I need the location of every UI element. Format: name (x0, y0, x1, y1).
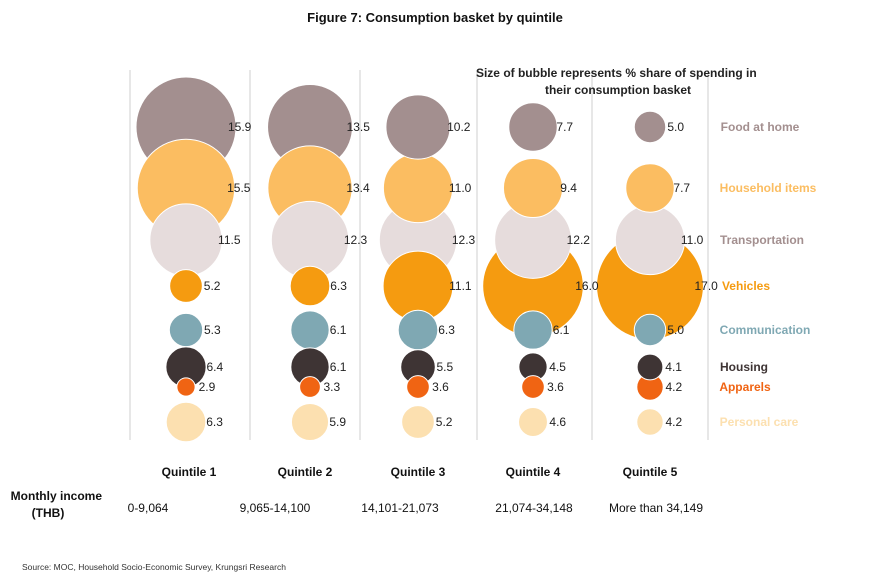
quintile-label-4: Quintile 4 (506, 465, 561, 479)
bubble-communication-q3 (397, 309, 439, 351)
bubble-food-at-home-q3 (385, 94, 451, 160)
bubble-communication-q5 (633, 313, 667, 347)
quintile-label-3: Quintile 3 (391, 465, 446, 479)
bubble-vehicles-q2 (289, 265, 331, 307)
value-label-household-items-q5: 7.7 (673, 181, 690, 195)
value-label-apparels-q3: 3.6 (432, 380, 449, 394)
bubble-personal-care-q5 (636, 408, 664, 436)
value-label-transportation-q2: 12.3 (344, 233, 368, 247)
bubble-transportation-q1 (149, 203, 223, 277)
value-label-personal-care-q5: 4.2 (666, 415, 683, 429)
legend-vehicles: Vehicles (722, 279, 770, 293)
income-range-4: 21,074-34,148 (495, 501, 573, 515)
bubble-food-at-home-q5 (633, 110, 667, 144)
bubble-household-items-q5 (625, 163, 675, 213)
quintile-label-1: Quintile 1 (162, 465, 217, 479)
value-label-personal-care-q3: 5.2 (436, 415, 453, 429)
legend-household-items: Household items (720, 181, 817, 195)
value-label-food-at-home-q3: 10.2 (447, 120, 471, 134)
value-label-communication-q4: 6.1 (553, 323, 570, 337)
legend: Food at home Household items Transportatio… (719, 120, 816, 429)
monthly-income-line-1: Monthly income (11, 489, 103, 503)
bubble-housing-q5 (636, 353, 664, 381)
bubble-personal-care-q4 (518, 407, 548, 437)
legend-food-at-home: Food at home (721, 120, 800, 134)
value-label-vehicles-q4: 16.0 (575, 279, 599, 293)
quintile-labels: Quintile 1 Quintile 2 Quintile 3 Quintile 4… (162, 465, 678, 479)
value-label-personal-care-q4: 4.6 (549, 415, 566, 429)
income-range-5: More than 34,149 (609, 501, 703, 515)
value-label-apparels-q5: 4.2 (666, 380, 683, 394)
value-label-communication-q5: 5.0 (667, 323, 684, 337)
value-label-apparels-q4: 3.6 (547, 380, 564, 394)
value-label-housing-q3: 5.5 (436, 360, 453, 374)
bubble-personal-care-q3 (401, 405, 435, 439)
monthly-income-label: Monthly income (THB) (11, 489, 106, 520)
value-label-personal-care-q2: 5.9 (329, 415, 346, 429)
value-label-food-at-home-q2: 13.5 (347, 120, 371, 134)
value-label-household-items-q2: 13.4 (346, 181, 370, 195)
value-label-vehicles-q5: 17.0 (694, 279, 718, 293)
value-label-personal-care-q1: 6.3 (206, 415, 223, 429)
bubble-apparels-q3 (406, 375, 430, 399)
value-label-housing-q4: 4.5 (549, 360, 566, 374)
bubble-transportation-q5 (614, 204, 686, 276)
bubble-household-items-q4 (502, 157, 564, 219)
value-label-household-items-q1: 15.5 (227, 181, 251, 195)
legend-apparels: Apparels (719, 380, 771, 394)
value-label-housing-q5: 4.1 (665, 360, 682, 374)
value-label-communication-q3: 6.3 (438, 323, 455, 337)
value-label-vehicles-q3: 11.1 (449, 279, 472, 293)
value-label-communication-q2: 6.1 (330, 323, 347, 337)
value-label-food-at-home-q5: 5.0 (667, 120, 684, 134)
chart-title: Figure 7: Consumption basket by quintile (307, 10, 563, 25)
bubble-communication-q1 (168, 312, 204, 348)
income-ranges: 0-9,064 9,065-14,100 14,101-21,073 21,074-3… (128, 501, 704, 515)
legend-transportation: Transportation (720, 233, 804, 247)
quintile-label-2: Quintile 2 (278, 465, 333, 479)
bubble-household-items-q3 (382, 152, 454, 224)
income-range-2: 9,065-14,100 (240, 501, 311, 515)
legend-communication: Communication (720, 323, 811, 337)
size-note-line-2: their consumption basket (545, 83, 691, 97)
size-note: Size of bubble represents % share of spe… (476, 66, 760, 97)
bubble-apparels-q4 (521, 375, 545, 399)
legend-housing: Housing (720, 360, 768, 374)
monthly-income-line-2: (THB) (32, 506, 65, 520)
bubble-vehicles-q1 (169, 269, 203, 303)
bubble-personal-care-q2 (290, 402, 330, 442)
value-label-transportation-q3: 12.3 (452, 233, 476, 247)
value-label-food-at-home-q1: 15.9 (228, 120, 252, 134)
source-note: Source: MOC, Household Socio-Economic Su… (22, 562, 286, 572)
bubble-apparels-q1 (176, 377, 196, 397)
value-label-transportation-q4: 12.2 (567, 233, 591, 247)
value-label-household-items-q3: 11.0 (449, 181, 472, 195)
bubble-communication-q4 (513, 310, 553, 350)
value-label-food-at-home-q4: 7.7 (556, 120, 573, 134)
bubble-apparels-q2 (299, 376, 321, 398)
value-label-apparels-q2: 3.3 (323, 380, 340, 394)
legend-personal-care: Personal care (720, 415, 799, 429)
column-separators (129, 70, 709, 440)
bubble-layer: 15.9 13.5 10.2 7.7 5.0 15.5 13.4 11.0 9.4 7.7 11.5… (135, 76, 718, 443)
bubble-food-at-home-q4 (508, 102, 558, 152)
value-label-transportation-q5: 11.0 (681, 233, 704, 247)
value-label-apparels-q1: 2.9 (199, 380, 216, 394)
value-label-vehicles-q2: 6.3 (330, 279, 347, 293)
bubble-communication-q2 (290, 310, 330, 350)
value-label-housing-q2: 6.1 (330, 360, 347, 374)
income-range-1: 0-9,064 (128, 501, 169, 515)
value-label-transportation-q1: 11.5 (218, 233, 241, 247)
quintile-label-5: Quintile 5 (623, 465, 678, 479)
value-label-communication-q1: 5.3 (204, 323, 221, 337)
value-label-vehicles-q1: 5.2 (204, 279, 221, 293)
income-range-3: 14,101-21,073 (361, 501, 439, 515)
value-label-household-items-q4: 9.4 (560, 181, 577, 195)
size-note-line-1: Size of bubble represents % share of spe… (476, 66, 757, 80)
value-label-housing-q1: 6.4 (206, 360, 223, 374)
bubble-personal-care-q1 (165, 401, 207, 443)
